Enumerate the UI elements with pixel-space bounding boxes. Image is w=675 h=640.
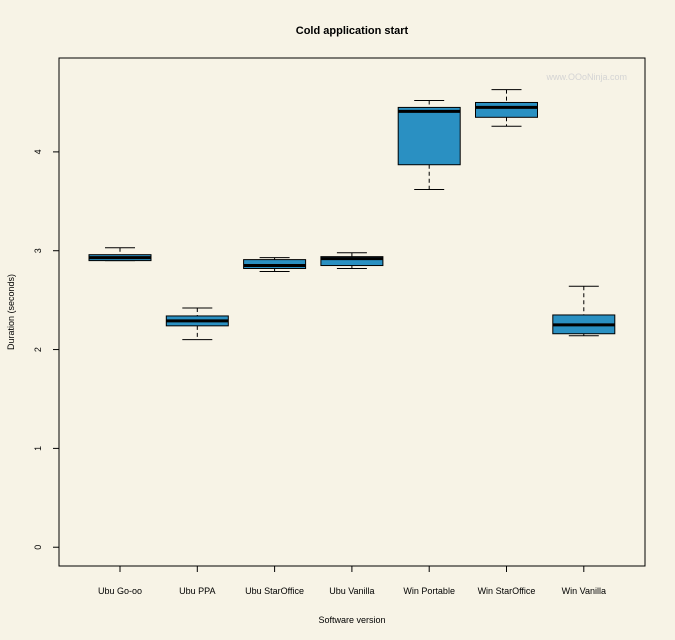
x-tick-label: Ubu Vanilla: [329, 586, 374, 596]
y-tick-label: 0: [33, 545, 43, 550]
x-tick-label: Win Portable: [403, 586, 455, 596]
box: [475, 101, 538, 118]
y-tick-label: 1: [33, 446, 43, 451]
chart-title: Cold application start: [296, 25, 409, 37]
x-tick-label: Win StarOffice: [478, 586, 536, 596]
y-tick-label: 4: [33, 149, 43, 154]
plot-frame: [58, 57, 646, 567]
y-axis-label: Duration (seconds): [6, 274, 16, 350]
x-axis-label: Software version: [318, 615, 385, 625]
y-tick-label: 3: [33, 248, 43, 253]
x-tick-label: Win Vanilla: [562, 586, 606, 596]
box: [320, 256, 384, 267]
y-tick-label: 2: [33, 347, 43, 352]
x-tick-label: Ubu StarOffice: [245, 586, 304, 596]
watermark: www.OOoNinja.com: [545, 72, 627, 82]
box: [397, 106, 461, 166]
x-tick-label: Ubu PPA: [179, 586, 215, 596]
x-tick-label: Ubu Go-oo: [98, 586, 142, 596]
